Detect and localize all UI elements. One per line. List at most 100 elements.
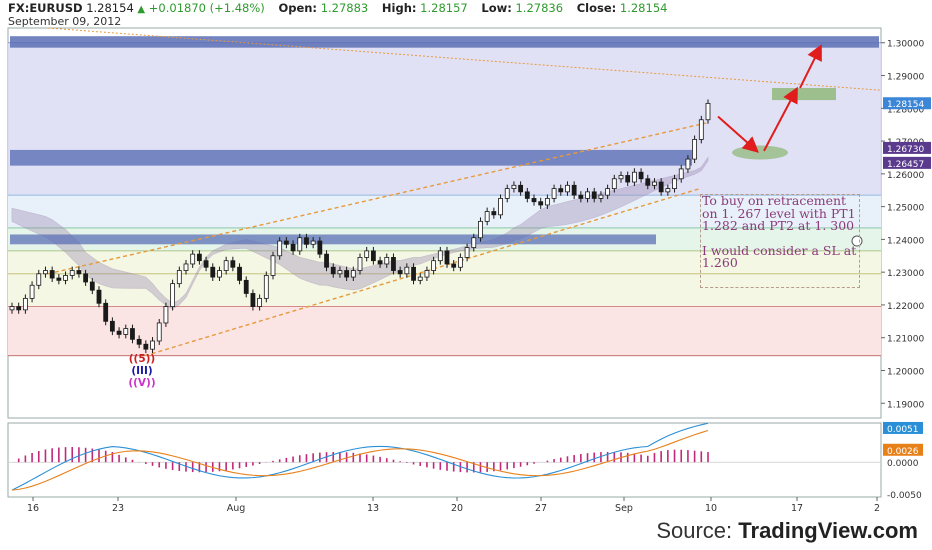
candle (156, 319, 162, 345)
candle-body (36, 273, 42, 286)
symbol: FX:EURUSD (8, 1, 83, 15)
candle-body (63, 275, 68, 281)
candle-body (504, 188, 510, 199)
candle (478, 217, 483, 242)
candle-body (297, 237, 303, 252)
price-tag (883, 97, 931, 110)
candle-body (631, 171, 637, 183)
price-change: +0.01870 (+1.48%) (148, 1, 265, 15)
high-label: High: (381, 1, 417, 15)
candle-body (471, 237, 477, 248)
candle-body (665, 188, 671, 193)
candle-body (290, 243, 296, 252)
open-label: Open: (278, 1, 318, 15)
candle-body (652, 181, 657, 186)
candle-body (123, 328, 129, 335)
candle (29, 281, 35, 303)
candle (678, 164, 684, 183)
candle-body (277, 240, 283, 257)
candle (297, 233, 303, 255)
candle-body (585, 191, 590, 199)
candle (283, 237, 289, 249)
projection-arrow-1 (717, 115, 759, 153)
candle (444, 246, 450, 268)
candle-body (230, 260, 236, 268)
ytick-label: 1.30000 (887, 40, 924, 50)
candle (243, 276, 249, 298)
ytick-label: 1.25000 (887, 204, 924, 214)
trendline-channel-upper (47, 122, 707, 275)
candle (511, 181, 517, 193)
candle-body (678, 168, 684, 180)
wave-label: ((V)) (128, 377, 155, 389)
macd-pane (7, 422, 882, 498)
macd-tag-label: 0.0051 (887, 425, 919, 435)
candle (344, 266, 350, 282)
candle (538, 197, 544, 209)
trendline-top (47, 27, 882, 91)
candle-body (310, 240, 316, 245)
candle-body (16, 306, 22, 311)
source-brand: TradingView.com (738, 518, 918, 543)
candle-body (150, 340, 155, 350)
xtick-label: Sep (615, 503, 633, 514)
candle-body (257, 297, 263, 307)
candle-body (437, 250, 443, 262)
candle (457, 253, 463, 272)
candle-body (22, 297, 28, 311)
candle (377, 256, 383, 268)
projection-arrow-3 (799, 44, 822, 89)
candle (645, 174, 651, 190)
candle (69, 266, 75, 280)
candle-body (531, 198, 537, 203)
candle-body (391, 257, 396, 271)
candle (324, 250, 329, 272)
candle (277, 237, 283, 260)
candle-body (49, 270, 55, 279)
candle (397, 266, 403, 278)
candle (304, 233, 309, 249)
candle-body (109, 320, 115, 332)
candle (625, 171, 631, 186)
price-tag-label: 1.28154 (887, 100, 924, 110)
candle (384, 253, 390, 268)
candle (217, 266, 222, 282)
candle-body (397, 270, 403, 275)
ticker-header: FX:EURUSD 1.28154 ▲ +0.01870 (+1.48%) Op… (8, 1, 667, 15)
candle-body (103, 302, 109, 322)
candle-body (250, 293, 256, 307)
candle (109, 317, 115, 336)
candle (223, 256, 229, 275)
xtick-label: 27 (535, 503, 547, 514)
xtick-label: 20 (451, 503, 463, 514)
candle-body (478, 220, 483, 239)
candle (22, 294, 28, 314)
candle-body (565, 184, 570, 193)
candle-body (350, 270, 356, 278)
candle-body (591, 191, 597, 199)
candle-body (337, 270, 343, 275)
candle (491, 207, 497, 219)
candle (484, 207, 490, 226)
candle-body (156, 322, 162, 342)
candle-body (130, 328, 135, 340)
ytick-label: 1.24000 (887, 236, 924, 246)
candle-body (558, 188, 564, 193)
candle-body (357, 257, 363, 271)
candle (89, 278, 95, 295)
candle (705, 99, 711, 124)
source-credit: Source: TradingView.com (656, 518, 918, 544)
candle-body (464, 247, 470, 258)
candle (518, 181, 524, 196)
ytick-label: 1.29000 (887, 73, 924, 83)
zone-1300 (10, 36, 879, 48)
candle-body (183, 263, 189, 271)
candle-body (364, 250, 370, 258)
candle (672, 174, 677, 193)
candle (531, 194, 537, 206)
candle (658, 178, 664, 196)
candle-body (324, 253, 329, 268)
candle-body (304, 237, 309, 245)
ytick-label: 1.20000 (887, 367, 924, 377)
